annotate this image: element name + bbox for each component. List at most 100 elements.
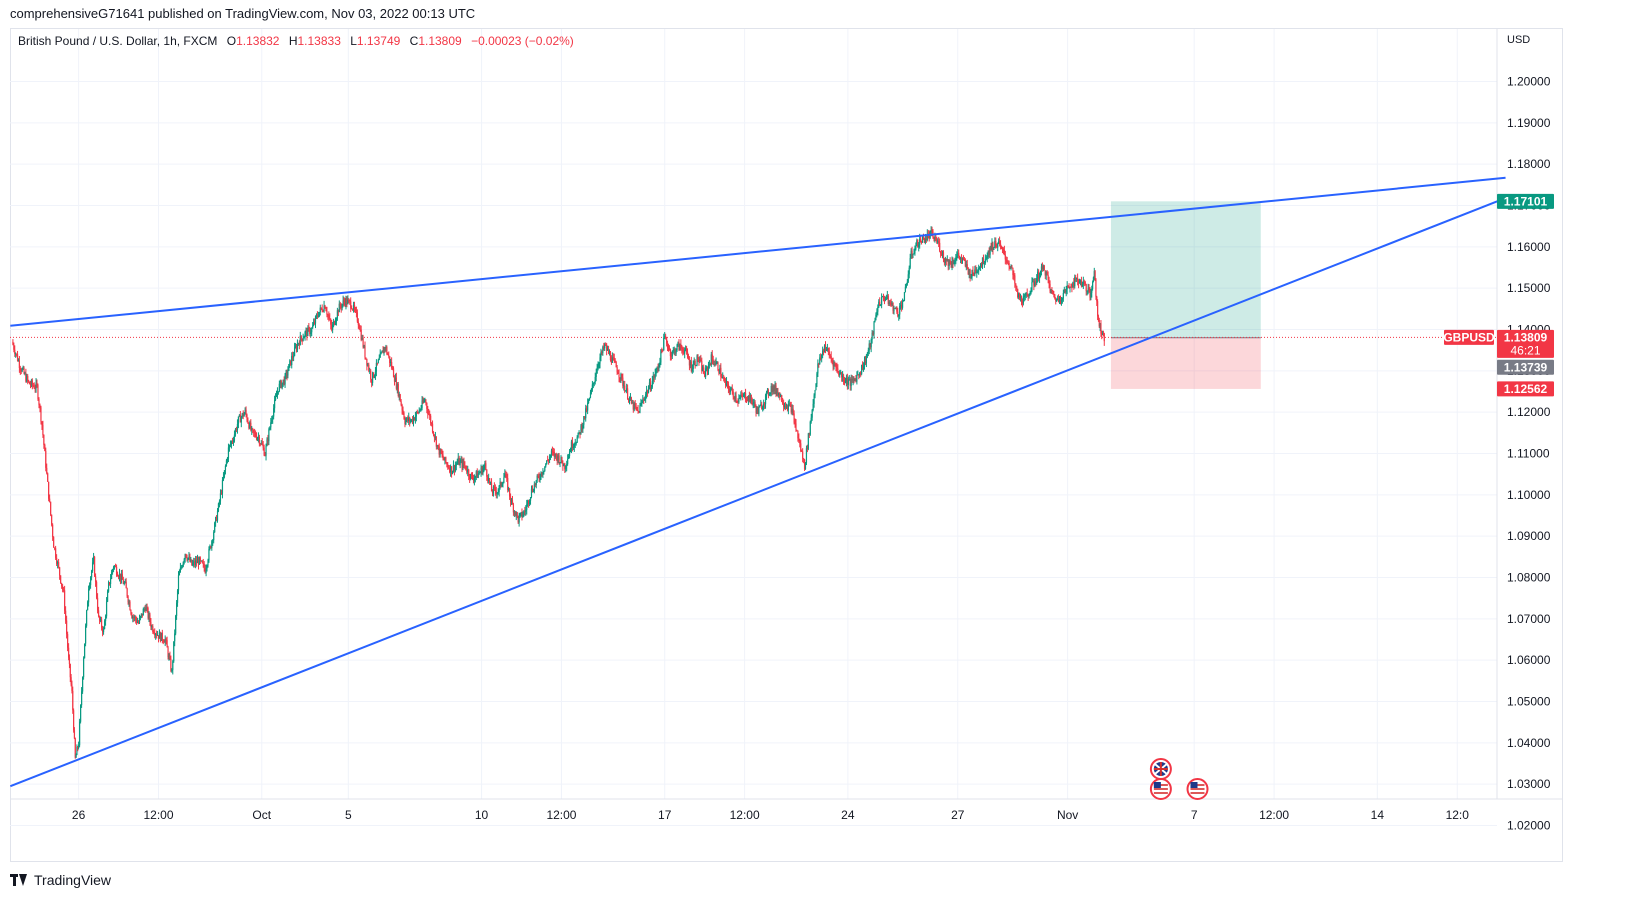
candle xyxy=(950,261,952,268)
candle xyxy=(692,360,694,373)
candle-body xyxy=(807,433,809,449)
candle-body xyxy=(806,448,809,449)
candle-body xyxy=(471,475,474,479)
candle-body xyxy=(837,368,839,373)
candle-body xyxy=(646,390,648,395)
candle xyxy=(117,574,120,580)
candle xyxy=(858,373,860,380)
candle-body xyxy=(321,308,323,312)
candle-body xyxy=(372,372,374,383)
candle-body xyxy=(988,250,990,255)
us-event-flag-icon[interactable] xyxy=(1186,778,1209,800)
candle xyxy=(910,248,912,259)
candle-body xyxy=(29,384,32,385)
candle xyxy=(947,259,949,271)
candle-body xyxy=(722,376,724,378)
candle-body xyxy=(521,512,523,517)
candle-body xyxy=(445,457,447,463)
candle xyxy=(752,399,754,409)
candle-body xyxy=(729,390,731,393)
candle-body xyxy=(467,469,469,473)
candle-body xyxy=(470,474,472,479)
candle xyxy=(389,356,391,368)
candle xyxy=(31,378,33,390)
candle xyxy=(426,402,428,414)
candle-body xyxy=(406,417,408,421)
candle-body xyxy=(842,375,845,382)
candle xyxy=(206,564,208,572)
candle xyxy=(149,612,151,626)
candle-body xyxy=(1034,281,1036,286)
x-tick-label: 27 xyxy=(951,808,965,822)
candle-body xyxy=(425,400,427,404)
candle xyxy=(165,637,167,645)
candle xyxy=(1076,277,1078,283)
candle-body xyxy=(262,445,264,448)
candle-body xyxy=(853,378,855,380)
candle-body xyxy=(789,403,791,405)
candle xyxy=(737,398,739,407)
candle-body xyxy=(534,484,536,486)
footer-brand[interactable]: TradingView xyxy=(10,872,111,888)
candle xyxy=(750,394,752,405)
candle-body xyxy=(1016,286,1018,289)
candle-body xyxy=(649,382,652,390)
candle xyxy=(563,463,565,467)
candle xyxy=(974,265,976,277)
candle xyxy=(62,584,64,593)
candle-body xyxy=(37,385,39,400)
candle-body xyxy=(1097,316,1100,320)
candle-body xyxy=(739,397,741,399)
candle xyxy=(550,448,553,458)
candle-body xyxy=(224,466,227,471)
candle xyxy=(502,481,504,488)
candle xyxy=(1018,292,1020,300)
candle xyxy=(1057,294,1060,303)
candle xyxy=(527,499,529,507)
candle-body xyxy=(501,484,503,486)
candle-body xyxy=(1101,333,1103,335)
candle-body xyxy=(867,350,869,354)
candle xyxy=(12,339,14,346)
candle xyxy=(735,391,737,404)
candle-body xyxy=(783,403,785,407)
candle-body xyxy=(274,399,276,409)
candle-body xyxy=(101,627,104,633)
candle-body xyxy=(436,445,438,447)
candle-body xyxy=(670,356,672,357)
candle-body xyxy=(889,301,891,304)
candle-body xyxy=(470,474,473,476)
candle-body xyxy=(410,420,412,422)
candle-body xyxy=(1024,295,1026,297)
ohlc-legend: British Pound / U.S. Dollar, 1h, FXCM O1… xyxy=(18,34,574,48)
candle-body xyxy=(1060,299,1063,302)
candle xyxy=(137,620,140,625)
candle xyxy=(105,597,108,619)
candle xyxy=(1028,293,1030,299)
candle xyxy=(116,571,119,577)
candle xyxy=(739,395,741,400)
candle-body xyxy=(1035,281,1037,284)
candle xyxy=(96,593,99,614)
candle-body xyxy=(816,373,818,385)
candle-body xyxy=(103,621,106,630)
candle xyxy=(436,444,438,450)
candle-body xyxy=(295,346,298,350)
candle xyxy=(173,641,175,663)
candle-body xyxy=(39,404,41,408)
uk-event-flag-icon[interactable] xyxy=(1149,758,1172,780)
candle-body xyxy=(878,301,880,308)
candle-body xyxy=(465,465,467,470)
candle xyxy=(392,366,395,378)
candle-body xyxy=(940,253,943,256)
candle xyxy=(807,432,809,451)
candle xyxy=(618,369,620,383)
us-event-flag-icon[interactable] xyxy=(1149,778,1172,800)
candle xyxy=(851,375,853,383)
candle xyxy=(982,254,985,265)
candle-body xyxy=(413,417,416,421)
candle xyxy=(723,374,725,382)
candle xyxy=(859,371,861,378)
candle-body xyxy=(412,417,415,423)
